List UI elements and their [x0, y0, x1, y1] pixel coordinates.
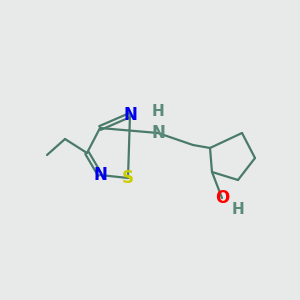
Text: H: H — [232, 202, 244, 217]
Text: N: N — [151, 124, 165, 142]
Text: S: S — [122, 169, 134, 187]
Text: N: N — [123, 106, 137, 124]
Text: H: H — [152, 104, 164, 119]
Text: N: N — [93, 166, 107, 184]
Text: O: O — [215, 189, 229, 207]
